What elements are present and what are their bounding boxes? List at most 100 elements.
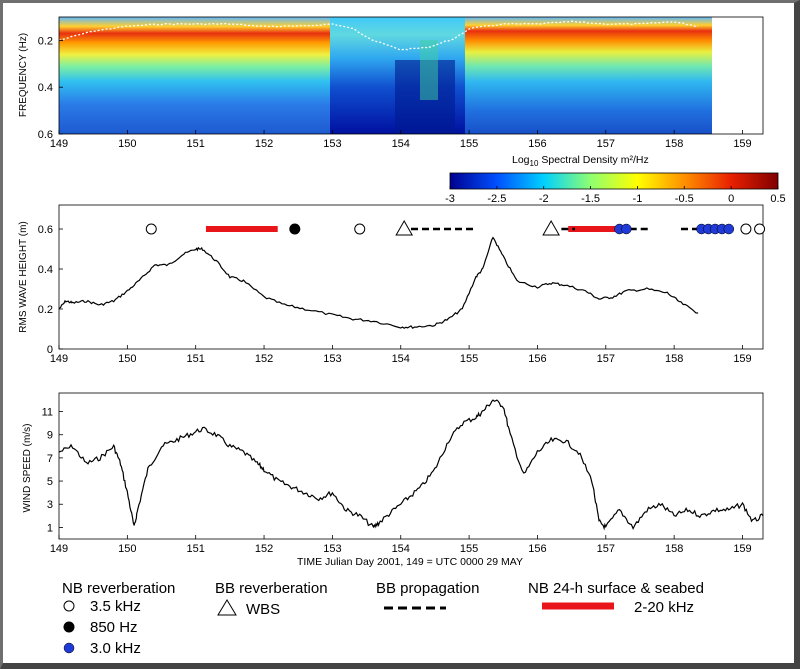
nb-35khz-marker [740,223,752,235]
wave-height-y-tick-label: 0 [47,344,53,356]
spectrogram-x-tick-label: 159 [733,138,751,150]
time-axis-label: TIME Julian Day 2001, 149 = UTC 0000 29 … [297,556,523,568]
legend-nb-850: 850 Hz [90,619,138,636]
wave-height-x-tick-label: 158 [665,353,683,365]
spectrogram-x-tick-label: 153 [323,138,341,150]
colorbar-gradient-bar [449,172,779,190]
wind-speed-x-tick-label: 159 [733,543,751,555]
spectrogram-y-tick-label: 0.6 [38,129,53,141]
spectrogram-x-tick-label: 155 [460,138,478,150]
nb-30khz-marker [723,223,735,235]
wind-speed-y-tick-label: 7 [47,453,53,465]
wind-speed-axes-box [58,392,764,540]
wind-speed-y-label: WIND SPEED (m/s) [22,424,33,513]
wave-height-panel: 149 150 151 152 153 154 155 156 157 158 159 0 0.2 0.… [18,204,766,365]
spectrogram-image [59,17,712,134]
wave-height-x-tick-label: 151 [187,353,205,365]
triangle-icon [217,599,237,616]
spectrogram-x-tick-label: 154 [392,138,410,150]
spectrogram-y-tick-label: 0.2 [38,35,53,47]
wind-speed-y-tick-label: 9 [47,430,53,442]
wave-height-line [58,236,699,330]
wind-speed-x-tick-label: 152 [255,543,273,555]
nb-850hz-marker [289,223,301,235]
wind-speed-y-tick-label: 1 [47,522,53,534]
wind-speed-x-tick-label: 150 [118,543,136,555]
spectrogram-x-tick-label: 157 [597,138,615,150]
wave-height-y-tick-label: 0.6 [38,224,53,236]
wave-height-x-tick-label: 153 [323,353,341,365]
legend-bb-title: BB reverberation [215,580,328,597]
colorbar: Log10 Spectral Density m²/Hz -3 -2.5 -2 -1.… [445,154,786,205]
nb-35khz-marker [754,223,766,235]
wind-speed-y-tick-label: 5 [47,476,53,488]
wbs-marker [395,219,414,236]
spectrogram-x-tick-label: 149 [50,138,68,150]
spectrogram-y-ticks: 0.2 0.4 0.6 [38,35,63,141]
spectrogram-x-tick-label: 156 [528,138,546,150]
wind-speed-x-tick-label: 154 [392,543,410,555]
legend-surface-range: 2-20 kHz [634,599,694,616]
nb-35khz-marker [145,223,157,235]
filled-black-circle-icon [63,621,75,633]
wave-height-x-tick-label: 157 [597,353,615,365]
wave-height-axes-box [58,204,764,350]
legend-nb-title: NB reverberation [62,580,175,597]
spectrogram-x-tick-label: 151 [187,138,205,150]
wbs-marker [542,219,560,236]
colorbar-tick-label: -2 [539,193,549,205]
colorbar-tick-label: -1 [633,193,643,205]
colorbar-ticks: -3 -2.5 -2 -1.5 -1 -0.5 0 0.5 [445,186,786,205]
legend-wbs: WBS [246,601,280,618]
spectrogram-x-tick-label: 150 [118,138,136,150]
colorbar-tick-label: -1.5 [581,193,600,205]
wind-speed-y-tick-label: 11 [42,407,53,419]
colorbar-tick-label: -0.5 [675,193,694,205]
wave-height-x-tick-label: 156 [528,353,546,365]
spectrogram-x-tick-label: 158 [665,138,683,150]
filled-blue-circle-icon [63,642,75,654]
wave-height-x-ticks: 149 150 151 152 153 154 155 156 157 158 159 [50,345,752,365]
legend: NB reverberation 3.5 kHz 850 Hz 3.0 kHz … [62,580,704,657]
wave-height-y-label: RMS WAVE HEIGHT (m) [18,221,29,332]
wind-speed-x-tick-label: 157 [597,543,615,555]
colorbar-label: Log10 Spectral Density m²/Hz [512,154,649,168]
wave-height-x-tick-label: 159 [733,353,751,365]
legend-nb-35: 3.5 kHz [90,598,141,615]
spectrogram-axes-box [58,16,764,135]
colorbar-tick-label: -3 [445,193,455,205]
wave-height-x-tick-label: 154 [392,353,410,365]
colorbar-tick-label: 0 [728,193,734,205]
peak-frequency-trace [59,20,699,51]
spectrogram-y-tick-label: 0.4 [38,82,53,94]
wind-speed-x-ticks: 149 150 151 152 153 154 155 156 157 158 159 [50,535,752,555]
wave-height-x-tick-label: 155 [460,353,478,365]
spectrogram-y-label: FREQUENCY (Hz) [18,33,29,117]
legend-nb-30: 3.0 kHz [90,640,141,657]
spectrogram-x-ticks: 149 150 151 152 153 154 155 156 157 158 159 [50,130,752,150]
spectrogram-panel: 149 150 151 152 153 154 155 156 157 158 159 0.2 0.4… [18,16,764,150]
colorbar-tick-label: -2.5 [487,193,506,205]
event-markers [145,219,766,236]
wind-speed-panel: 149 150 151 152 153 154 155 156 157 158 159 135791… [22,392,764,568]
open-circle-icon [63,600,75,612]
wind-speed-x-tick-label: 153 [323,543,341,555]
nb-35khz-marker [354,223,366,235]
wave-height-x-tick-label: 152 [255,353,273,365]
wind-speed-x-tick-label: 158 [665,543,683,555]
wave-height-y-tick-label: 0.2 [38,304,53,316]
wind-speed-x-tick-label: 151 [187,543,205,555]
wave-height-x-tick-label: 149 [50,353,68,365]
wind-speed-x-tick-label: 156 [528,543,546,555]
wind-speed-y-tick-label: 3 [47,499,53,511]
legend-prop-title: BB propagation [376,580,479,597]
legend-surface-title: NB 24-h surface & seabed [528,580,704,597]
wind-speed-line [58,399,764,531]
wave-height-y-tick-label: 0.4 [38,264,53,276]
wind-speed-y-ticks: 1 3 5 7 9 11 [42,407,63,534]
nb-30khz-marker [621,223,632,235]
wind-speed-x-tick-label: 155 [460,543,478,555]
spectrogram-x-tick-label: 152 [255,138,273,150]
